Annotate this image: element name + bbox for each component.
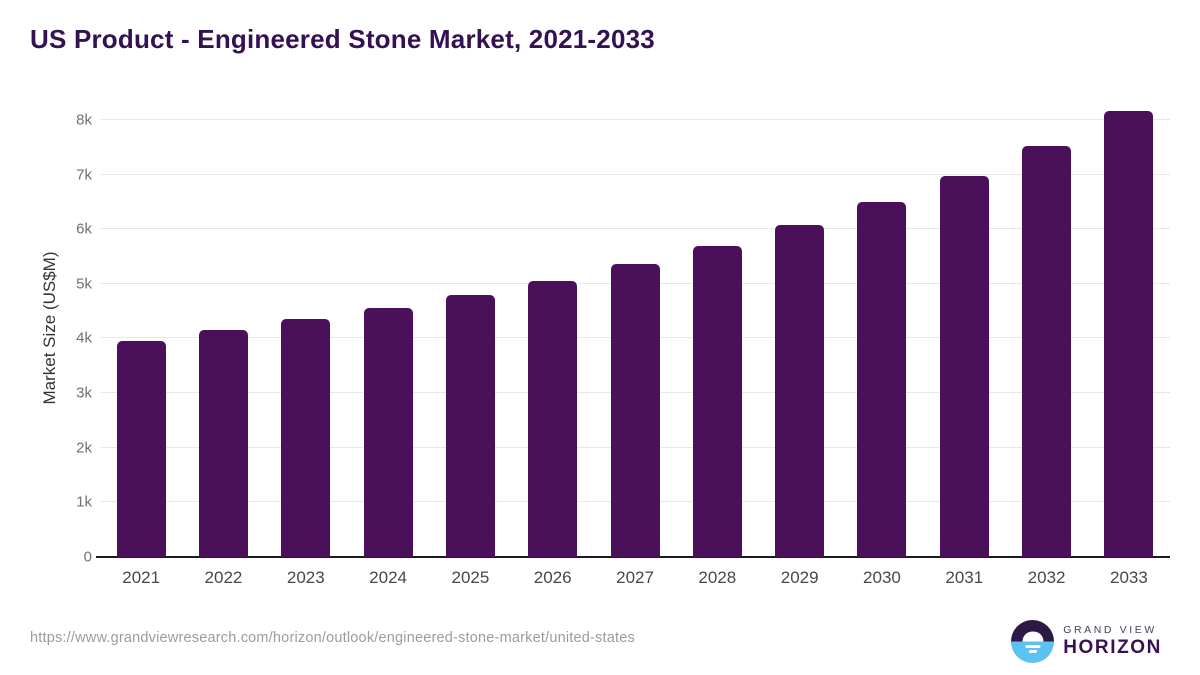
bar-2028 <box>692 245 742 557</box>
bar-slot-2033 <box>1088 98 1170 557</box>
bar-2033 <box>1104 111 1154 557</box>
page-title: US Product - Engineered Stone Market, 20… <box>30 24 655 54</box>
x-tick-label-2025: 2025 <box>451 568 490 587</box>
sun-shape <box>1022 631 1044 642</box>
bar-slot-2023 <box>265 98 347 557</box>
x-axis-line <box>96 556 1170 558</box>
x-tick-label-2024: 2024 <box>369 568 407 587</box>
bar-2023 <box>281 319 331 557</box>
bar-2029 <box>775 224 825 557</box>
horizon-sun-icon <box>1011 620 1055 663</box>
y-axis-ticks: 0 1k 2k 3k 4k 5k 6k 7k 8k <box>0 98 92 564</box>
bar-slot-2027 <box>594 98 676 557</box>
y-tick-label-3k: 3k <box>76 384 92 402</box>
x-tick-label-2021: 2021 <box>122 568 161 587</box>
bar-slot-2028 <box>676 98 758 557</box>
y-tick-label-1k: 1k <box>76 493 92 511</box>
bar-2027 <box>610 264 660 557</box>
bar-slot-2021 <box>100 98 182 557</box>
bar-2030 <box>857 202 907 557</box>
bar-slot-2026 <box>512 98 594 557</box>
wave-line-2 <box>1028 650 1037 653</box>
x-tick-label-2030: 2030 <box>863 568 901 587</box>
bar-2021 <box>116 340 166 557</box>
logo-text: GRAND VIEW HORIZON <box>1063 624 1162 659</box>
x-tick-label-2022: 2022 <box>204 568 243 587</box>
x-tick-label-2032: 2032 <box>1027 568 1066 587</box>
plot-area <box>96 98 1170 558</box>
y-tick-label-8k: 8k <box>76 111 92 129</box>
gridline-7k <box>100 173 1170 175</box>
y-tick-label-0: 0 <box>83 548 92 566</box>
x-tick-label-2026: 2026 <box>533 568 572 587</box>
gridline-6k <box>100 228 1170 230</box>
bar-slot-2024 <box>347 98 429 557</box>
bar-2031 <box>939 176 989 557</box>
bar-slot-2022 <box>182 98 264 557</box>
bar-slot-2025 <box>429 98 511 557</box>
bar-2026 <box>528 281 578 557</box>
grand-view-horizon-logo: GRAND VIEW HORIZON <box>1011 620 1162 663</box>
logo-brand-name: GRAND VIEW <box>1063 624 1157 636</box>
bar-2022 <box>198 330 248 557</box>
bar-2025 <box>445 295 495 557</box>
y-tick-label-4k: 4k <box>76 329 92 347</box>
y-tick-label-5k: 5k <box>76 275 92 293</box>
bar-2024 <box>363 308 413 557</box>
bar-series <box>100 98 1170 557</box>
wave-line-1 <box>1025 644 1041 648</box>
source-url: https://www.grandviewresearch.com/horizo… <box>30 630 635 646</box>
bar-slot-2032 <box>1005 98 1087 557</box>
y-tick-label-6k: 6k <box>76 220 92 238</box>
logo-product-name: HORIZON <box>1063 637 1162 658</box>
x-axis-labels: 2021 2022 2023 2024 2025 2026 2027 2028 2029 2030… <box>100 568 1170 588</box>
y-tick-label-7k: 7k <box>76 166 92 183</box>
bar-slot-2031 <box>923 98 1005 557</box>
gridline-8k <box>100 118 1170 120</box>
x-tick-label-2031: 2031 <box>945 568 984 587</box>
bar-2032 <box>1022 145 1072 557</box>
bar-slot-2029 <box>759 98 841 557</box>
x-tick-label-2029: 2029 <box>780 568 819 587</box>
x-tick-label-2023: 2023 <box>286 568 325 587</box>
bar-slot-2030 <box>841 98 923 557</box>
x-tick-label-2033: 2033 <box>1109 568 1148 587</box>
x-tick-label-2028: 2028 <box>698 568 737 587</box>
y-tick-label-2k: 2k <box>76 439 92 457</box>
x-tick-label-2027: 2027 <box>616 568 654 587</box>
